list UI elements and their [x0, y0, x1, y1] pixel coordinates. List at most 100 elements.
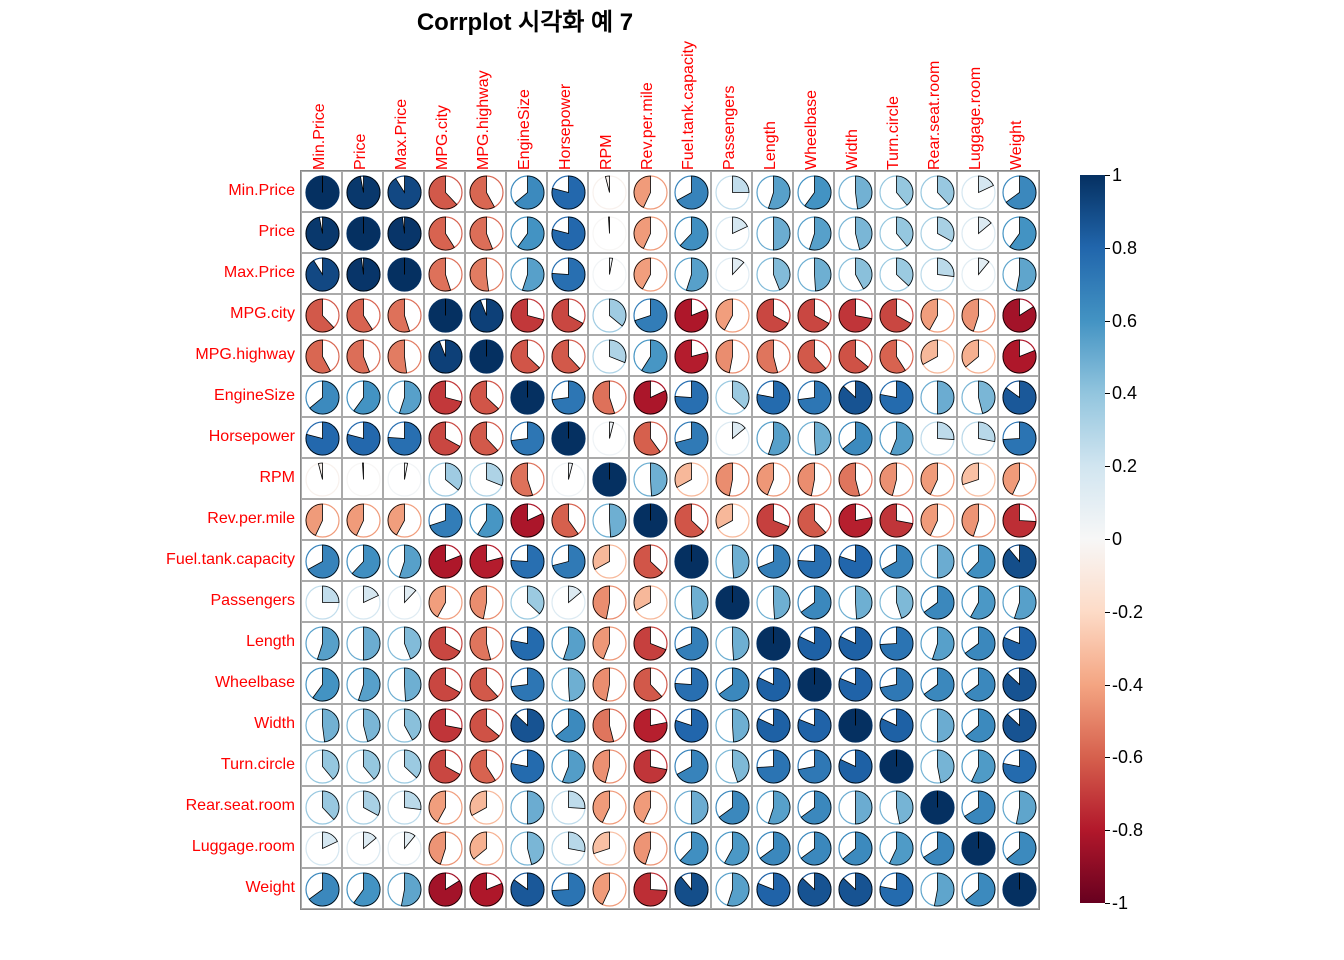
corr-cell	[506, 622, 547, 663]
corr-cell	[301, 253, 342, 294]
corr-cell	[711, 335, 752, 376]
corr-cell	[793, 499, 834, 540]
corr-cell	[711, 540, 752, 581]
corr-cell	[547, 376, 588, 417]
corr-cell	[465, 212, 506, 253]
corr-cell	[875, 581, 916, 622]
corr-cell	[957, 827, 998, 868]
corr-cell	[301, 376, 342, 417]
row-label: Wheelbase	[215, 662, 295, 703]
corr-cell	[875, 745, 916, 786]
corr-cell	[465, 540, 506, 581]
corr-cell	[711, 827, 752, 868]
corr-cell	[342, 376, 383, 417]
corr-cell	[711, 745, 752, 786]
corr-cell	[588, 212, 629, 253]
corr-cell	[383, 499, 424, 540]
corr-cell	[629, 417, 670, 458]
corr-cell	[301, 294, 342, 335]
corr-cell	[629, 294, 670, 335]
corr-cell	[834, 540, 875, 581]
corr-cell	[301, 868, 342, 909]
corr-cell	[711, 786, 752, 827]
corr-cell	[834, 212, 875, 253]
corr-cell	[793, 622, 834, 663]
corr-cell	[383, 868, 424, 909]
corr-cell	[342, 458, 383, 499]
corr-cell	[916, 704, 957, 745]
corr-cell	[670, 704, 711, 745]
colorbar-tick-label: -0.8	[1112, 820, 1143, 841]
corr-cell	[342, 786, 383, 827]
corr-cell	[957, 745, 998, 786]
corr-cell	[998, 622, 1039, 663]
corr-cell	[834, 786, 875, 827]
corr-cell	[875, 335, 916, 376]
corr-cell	[506, 171, 547, 212]
corr-cell	[301, 171, 342, 212]
corr-cell	[547, 868, 588, 909]
corr-cell	[916, 581, 957, 622]
corr-cell	[916, 745, 957, 786]
corr-cell	[793, 171, 834, 212]
corr-cell	[793, 253, 834, 294]
corr-cell	[998, 417, 1039, 458]
column-label: Rev.per.mile	[639, 82, 657, 170]
row-label: Horsepower	[209, 416, 295, 457]
corr-cell	[875, 253, 916, 294]
corr-cell	[793, 540, 834, 581]
row-label: Rev.per.mile	[207, 498, 295, 539]
corr-cell	[424, 417, 465, 458]
column-label: Rear.seat.room	[926, 61, 944, 170]
corr-cell	[424, 745, 465, 786]
row-label: RPM	[259, 457, 295, 498]
corr-cell	[752, 827, 793, 868]
corr-cell	[588, 458, 629, 499]
corr-cell	[424, 622, 465, 663]
corr-cell	[793, 868, 834, 909]
corr-cell	[752, 622, 793, 663]
corr-cell	[793, 581, 834, 622]
corr-cell	[875, 458, 916, 499]
corr-cell	[875, 786, 916, 827]
corr-cell	[465, 335, 506, 376]
corr-cell	[711, 294, 752, 335]
corr-cell	[342, 171, 383, 212]
colorbar-tick-mark	[1105, 175, 1110, 176]
corr-cell	[711, 458, 752, 499]
corr-cell	[506, 458, 547, 499]
corr-cell	[957, 622, 998, 663]
corr-cell	[670, 827, 711, 868]
corr-cell	[752, 868, 793, 909]
corr-cell	[383, 622, 424, 663]
corr-cell	[547, 253, 588, 294]
corr-cell	[670, 622, 711, 663]
corr-cell	[383, 294, 424, 335]
corr-cell	[834, 458, 875, 499]
corr-cell	[957, 704, 998, 745]
corr-cell	[424, 253, 465, 294]
corr-cell	[916, 458, 957, 499]
row-label: MPG.city	[230, 293, 295, 334]
corr-cell	[506, 868, 547, 909]
corr-cell	[793, 417, 834, 458]
corr-cell	[834, 663, 875, 704]
corr-cell	[793, 786, 834, 827]
corr-cell	[711, 253, 752, 294]
corr-cell	[588, 622, 629, 663]
corr-cell	[998, 827, 1039, 868]
colorbar-tick-mark	[1105, 685, 1110, 686]
corr-cell	[711, 868, 752, 909]
corr-cell	[711, 581, 752, 622]
corr-cell	[342, 868, 383, 909]
corr-cell	[301, 458, 342, 499]
corr-cell	[547, 581, 588, 622]
corr-cell	[424, 376, 465, 417]
colorbar-tick-mark	[1105, 248, 1110, 249]
corr-cell	[752, 376, 793, 417]
corr-cell	[834, 868, 875, 909]
corr-cell	[834, 622, 875, 663]
corr-cell	[424, 335, 465, 376]
column-label: Luggage.room	[967, 67, 985, 170]
column-label: RPM	[598, 134, 616, 170]
